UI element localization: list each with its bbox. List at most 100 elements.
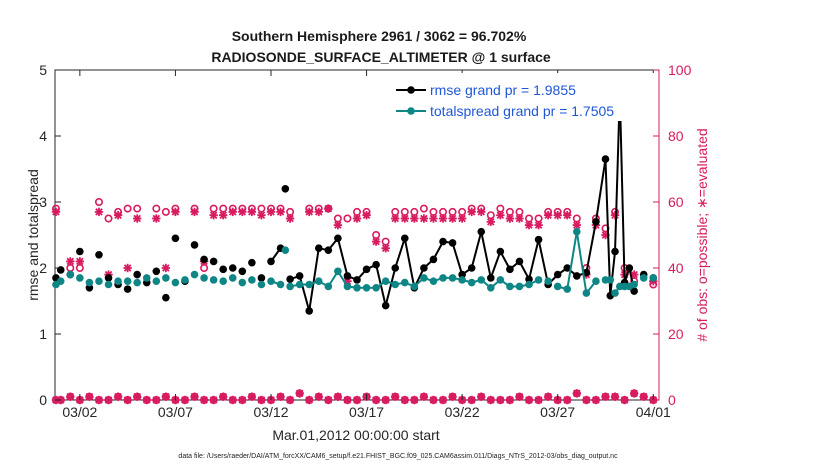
spread-point xyxy=(324,282,333,291)
obs-evaluated-point xyxy=(381,244,390,253)
obs-possible-point xyxy=(104,214,113,223)
obs-evaluated-point xyxy=(228,207,237,217)
obs-evaluated-zero-point xyxy=(343,395,352,405)
y-right-tick-label: 20 xyxy=(668,326,684,342)
obs-layer xyxy=(51,198,658,405)
obs-evaluated-zero-point xyxy=(285,395,295,405)
obs-evaluated-point xyxy=(496,211,505,220)
rmse-point xyxy=(525,275,533,284)
spread-point xyxy=(563,285,572,293)
obs-evaluated-zero-point xyxy=(400,395,409,405)
rmse-point xyxy=(601,155,610,163)
obs-evaluated-zero-point xyxy=(314,392,323,401)
obs-evaluated-point xyxy=(66,257,75,266)
rmse-line-segment xyxy=(537,239,550,285)
rmse-point xyxy=(353,276,361,284)
legend-box xyxy=(390,73,654,121)
obs-evaluated-zero-point xyxy=(524,395,534,405)
obs-evaluated-zero-point xyxy=(371,395,381,405)
spread-point xyxy=(544,277,552,286)
spread-point xyxy=(353,284,361,292)
spread-point xyxy=(553,282,562,291)
rmse-point xyxy=(104,274,113,282)
spread-point xyxy=(114,277,122,286)
rmse-line-segment xyxy=(604,159,612,296)
spread-point xyxy=(391,280,400,289)
obs-evaluated-point xyxy=(75,257,85,266)
obs-evaluated-point xyxy=(505,214,515,223)
spread-point xyxy=(295,280,304,289)
obs-evaluated-zero-point xyxy=(85,392,94,401)
obs-possible-point xyxy=(419,204,428,213)
spread-point xyxy=(281,246,290,254)
spread-point xyxy=(381,277,390,286)
y-right-tick-label: 40 xyxy=(668,260,684,276)
rmse-point xyxy=(209,257,218,266)
rmse-point xyxy=(420,264,428,272)
obs-evaluated-zero-point xyxy=(448,392,457,401)
rmse-point xyxy=(162,293,170,302)
rmse-line-segment xyxy=(594,158,607,222)
y-left-tick-label: 5 xyxy=(39,62,47,78)
rmse-line-segment xyxy=(384,267,397,306)
rmse-point xyxy=(467,264,476,272)
y-left-tick-label: 0 xyxy=(39,392,47,408)
spread-point xyxy=(467,278,476,287)
obs-evaluated-zero-point xyxy=(429,395,438,405)
obs-evaluated-zero-point xyxy=(113,392,123,401)
spread-point xyxy=(200,274,208,282)
obs-evaluated-zero-point xyxy=(572,389,582,398)
spread-point xyxy=(477,276,486,284)
ticks-layer: 03/02 03/07 03/12 03/17 03/22 03/27 04/0101234… xyxy=(39,62,691,420)
y-left-tick-label: 1 xyxy=(39,326,47,342)
spread-point xyxy=(162,274,170,282)
spread-point xyxy=(219,277,228,286)
rmse-point xyxy=(76,247,84,256)
obs-evaluated-point xyxy=(391,214,400,223)
obs-evaluated-zero-point xyxy=(438,395,448,405)
rmse-point xyxy=(496,247,505,256)
obs-evaluated-zero-point xyxy=(142,395,151,405)
rmse-point xyxy=(563,264,572,272)
spread-point xyxy=(85,278,94,287)
legend-rmse-label: rmse grand pr = 1.9855 xyxy=(430,82,576,98)
rmse-point xyxy=(458,270,466,279)
obs-evaluated-zero-point xyxy=(410,395,419,405)
rmse-point xyxy=(343,272,352,280)
rmse-line-segment xyxy=(480,231,492,279)
y-left-tick-label: 4 xyxy=(39,128,47,144)
obs-evaluated-zero-point xyxy=(505,395,515,405)
obs-evaluated-point xyxy=(266,207,276,217)
x-tick-label: 03/02 xyxy=(62,404,97,420)
y-left-tick-label: 2 xyxy=(39,260,47,276)
obs-evaluated-point xyxy=(419,214,429,223)
obs-evaluated-point xyxy=(94,207,104,217)
obs-evaluated-point xyxy=(113,211,123,220)
obs-evaluated-zero-point xyxy=(467,395,476,405)
obs-evaluated-zero-point xyxy=(534,395,543,405)
rmse-point xyxy=(439,237,447,246)
obs-evaluated-zero-point xyxy=(610,392,620,401)
rmse-point xyxy=(534,235,543,244)
spread-point xyxy=(56,277,65,286)
spread-point xyxy=(238,278,247,287)
rmse-point xyxy=(362,265,371,274)
rmse-point xyxy=(391,264,400,272)
spread-point xyxy=(190,270,199,279)
spread-point xyxy=(76,274,84,282)
obs-evaluated-point xyxy=(563,211,572,220)
x-tick-label: 03/07 xyxy=(158,404,193,420)
obs-evaluated-zero-point xyxy=(276,392,285,401)
rmse-line-segment xyxy=(394,237,406,269)
x-tick-label: 04/01 xyxy=(636,404,671,420)
spread-point xyxy=(257,280,266,289)
rmse-line-segment xyxy=(528,239,540,280)
legend-spread-label: totalspread grand pr = 1.7505 xyxy=(430,103,614,119)
rmse-point xyxy=(281,185,290,193)
obs-evaluated-point xyxy=(467,207,476,217)
spread-point xyxy=(267,277,275,286)
obs-evaluated-point xyxy=(161,263,171,273)
obs-evaluated-point xyxy=(477,207,486,217)
spread-point xyxy=(592,277,600,286)
